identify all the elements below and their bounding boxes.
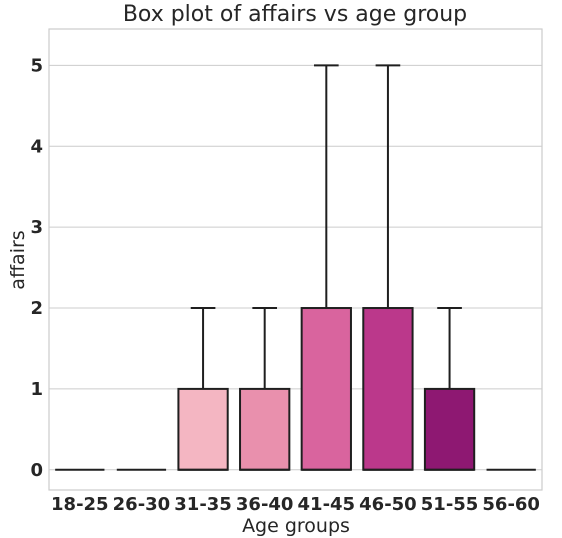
x-axis-label: Age groups <box>242 515 350 537</box>
x-tick-label: 18-25 <box>51 494 109 515</box>
box-51-55 <box>423 307 476 471</box>
y-tick-label: 4 <box>30 136 43 157</box>
box-46-50 <box>362 64 414 471</box>
x-tick-label: 56-60 <box>482 494 540 515</box>
box-rect <box>362 307 414 471</box>
box-rect <box>423 387 476 471</box>
y-tick-labels: 0 1 2 3 4 5 <box>30 55 43 480</box>
x-tick-labels: 18-25 26-30 31-35 36-40 41-45 46-50 51-55 56-60 <box>51 494 540 515</box>
box-31-35 <box>177 307 229 471</box>
chart-title: Box plot of affairs vs age group <box>123 2 467 27</box>
x-tick-label: 51-55 <box>421 494 479 515</box>
y-tick-label: 5 <box>30 55 43 76</box>
y-tick-label: 0 <box>30 460 43 481</box>
box-rect <box>300 307 352 471</box>
y-tick-label: 1 <box>30 379 43 400</box>
y-tick-label: 3 <box>30 217 43 238</box>
y-axis-label: affairs <box>7 230 29 289</box>
boxes <box>55 64 536 471</box>
y-tick-label: 2 <box>30 298 43 319</box>
x-tick-label: 36-40 <box>236 494 294 515</box>
box-rect <box>239 387 291 471</box>
box-rect <box>177 387 229 471</box>
box-41-45 <box>300 64 352 471</box>
plot-frame <box>48 28 543 491</box>
x-tick-label: 31-35 <box>174 494 232 515</box>
x-tick-label: 46-50 <box>359 494 417 515</box>
x-tick-label: 41-45 <box>298 494 356 515</box>
box-36-40 <box>239 307 291 471</box>
x-tick-label: 26-30 <box>113 494 171 515</box>
